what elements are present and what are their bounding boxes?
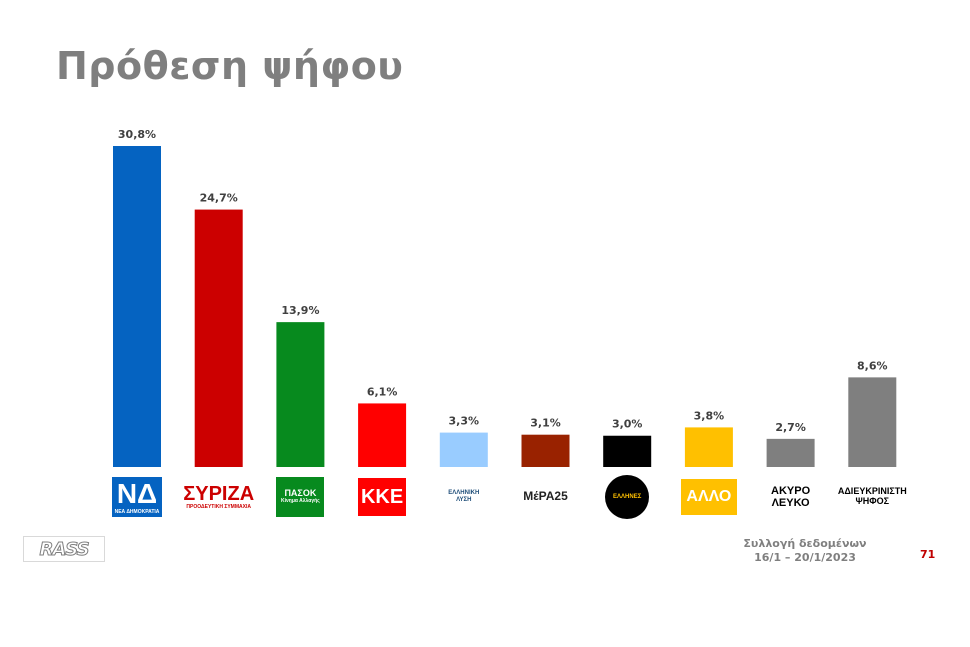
page-number: 71: [920, 548, 936, 561]
logo-label-nd: ΝΔ: [116, 477, 158, 509]
logo-ellines: ΕΛΛΗΝΕΣ: [605, 475, 650, 519]
logo-sublabel-elliniki-lysi: ΛΥΣΗ: [456, 497, 472, 503]
page-title: Πρόθεση ψήφου: [56, 44, 404, 88]
logo-label-ellines: ΕΛΛΗΝΕΣ: [613, 493, 642, 500]
bar-adieukriniti: [848, 377, 897, 467]
bar-akyro: [766, 438, 815, 467]
rass-logo-text: RASS: [39, 538, 90, 560]
value-label-allo: 3,8%: [694, 409, 725, 422]
logo-syriza: ΣΥΡΙΖΑ ΠΡΟΟΔΕΥΤΙΚΗ ΣΥΜΜΑΧΙΑ: [183, 480, 254, 514]
rass-logo: RASS: [23, 536, 105, 562]
data-collection-note: Συλλογή δεδομένων 16/1 – 20/1/2023: [735, 537, 875, 565]
logo-adieukriniti: ΑΔΙΕΥΚΡΙΝΙΣΤΗ ΨΗΦΟΣ: [832, 479, 913, 515]
data-collection-dates: 16/1 – 20/1/2023: [754, 551, 856, 564]
bar-elliniki-lysi: [439, 432, 488, 467]
logo-label-mera25: ΜέΡΑ25: [523, 489, 568, 504]
logo-label-adieukriniti: ΑΔΙΕΥΚΡΙΝΙΣΤΗ: [837, 486, 907, 497]
logo-allo: ΑΛΛΟ: [680, 479, 737, 515]
bar-nd: [113, 146, 161, 467]
value-label-kke: 6,1%: [367, 385, 398, 398]
logo-label-kke: ΚΚΕ: [360, 486, 404, 508]
value-label-ellines: 3,0%: [612, 418, 643, 431]
bar-pasok: [276, 322, 325, 467]
bar-ellines: [603, 435, 652, 467]
logo-label-pasok: ΠΑΣΟΚ: [284, 488, 317, 499]
data-collection-label: Συλλογή δεδομένων: [743, 537, 867, 550]
value-label-nd: 30,8%: [118, 128, 156, 141]
logo-mera25: ΜέΡΑ25: [520, 480, 571, 514]
value-label-adieukriniti: 8,6%: [857, 359, 888, 372]
logo-sublabel-nd: ΝΕΑ ΔΗΜΟΚΡΑΤΙΑ: [114, 508, 160, 515]
bar-allo: [684, 427, 733, 467]
logo-elliniki-lysi: ΕΛΛΗΝΙΚΗ ΛΥΣΗ: [443, 477, 484, 517]
logo-label-allo: ΑΛΛΟ: [686, 488, 732, 506]
logo-sublabel-adieukriniti: ΨΗΦΟΣ: [855, 496, 890, 506]
value-label-elliniki-lysi: 3,3%: [449, 415, 480, 428]
value-label-syriza: 24,7%: [200, 192, 238, 205]
value-label-akyro: 2,7%: [775, 421, 806, 434]
logo-pasok: ΠΑΣΟΚ Κίνημα Αλλαγής: [276, 477, 325, 517]
value-label-pasok: 13,9%: [281, 304, 319, 317]
logo-nd: ΝΔ ΝΕΑ ΔΗΜΟΚΡΑΤΙΑ: [112, 477, 162, 517]
logo-sublabel-pasok: Κίνημα Αλλαγής: [280, 498, 320, 505]
bar-syriza: [194, 209, 243, 467]
logo-label-elliniki-lysi: ΕΛΛΗΝΙΚΗ: [448, 490, 480, 497]
logo-sublabel-syriza: ΠΡΟΟΔΕΥΤΙΚΗ ΣΥΜΜΑΧΙΑ: [186, 504, 251, 511]
logo-kke: ΚΚΕ: [358, 478, 407, 516]
logo-label-syriza: ΣΥΡΙΖΑ: [183, 483, 254, 506]
logo-akyro: ΑΚΥΡΟ ΛΕΥΚΟ: [760, 479, 821, 515]
value-label-mera25: 3,1%: [530, 417, 561, 430]
logo-label-akyro: ΑΚΥΡΟ: [771, 484, 811, 497]
bar-mera25: [521, 434, 570, 467]
logo-sublabel-akyro: ΛΕΥΚΟ: [771, 497, 810, 509]
bar-kke: [358, 403, 407, 467]
